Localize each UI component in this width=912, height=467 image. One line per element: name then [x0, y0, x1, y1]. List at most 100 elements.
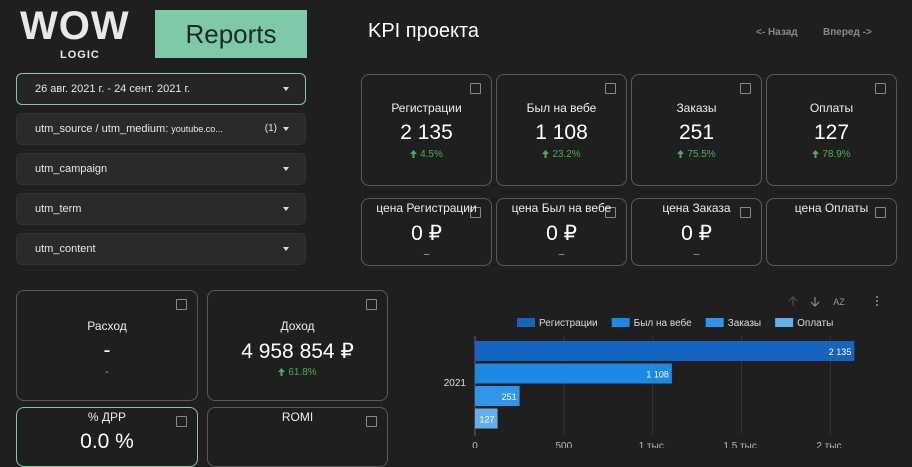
card-value: 0 ₽: [546, 222, 577, 245]
card-change: 78.9%: [767, 149, 896, 160]
change-text: –: [693, 249, 700, 260]
card-icon: [875, 207, 886, 218]
filter-label: utm_source / utm_medium:: [35, 123, 169, 135]
filter-dropdown[interactable]: utm_term: [16, 193, 306, 225]
card-icon: [366, 299, 377, 310]
filter-dropdown[interactable]: utm_source / utm_medium: youtube.co... (1): [16, 113, 306, 145]
filter-dropdown[interactable]: utm_content: [16, 233, 306, 265]
card-icon: [875, 83, 886, 94]
badge: Reports: [155, 10, 307, 58]
card-icon: [605, 83, 616, 94]
bar-value-label: 1 108: [646, 370, 669, 380]
change-text: –: [423, 249, 430, 260]
dropdown-caret: [283, 207, 289, 211]
card-change: -: [17, 367, 197, 378]
sort-up-icon: [788, 296, 798, 306]
kpi-card: Оплаты 127 78.9%: [766, 74, 897, 186]
sort-az-icon: AZ: [833, 297, 845, 307]
page-title: KPI проекта: [368, 20, 480, 42]
card-icon: [740, 207, 751, 218]
card-change: –: [632, 249, 761, 260]
kpi-card: Регистрации 2 135 4.5%: [361, 74, 492, 186]
dashboard: WOW LOGIC Reports KPI проекта <- Назад В…: [16, 4, 897, 467]
change-text: -: [105, 367, 109, 378]
legend-swatch: [611, 318, 630, 327]
kpi-card: цена Оплаты: [766, 198, 897, 266]
card-change: 61.8%: [208, 367, 387, 378]
filter-label: utm_content: [35, 243, 96, 255]
card-change: 4.5%: [362, 149, 491, 160]
legend-swatch: [775, 318, 794, 327]
menu-dot: [876, 296, 878, 298]
dropdown-caret: [283, 87, 289, 91]
card-label: Доход: [280, 319, 315, 333]
card-label: Регистрации: [391, 101, 462, 115]
card-change: 23.2%: [497, 149, 626, 160]
kpi-card: цена Был на вебе 0 ₽ –: [496, 198, 627, 266]
kpi-card: Расход - -: [16, 290, 198, 401]
card-label: цена Заказа: [662, 201, 731, 215]
filter-value: youtube.co...: [171, 124, 223, 134]
x-tick-label: 500: [555, 441, 572, 448]
back-button[interactable]: <- Назад: [756, 27, 798, 38]
legend-label: Заказы: [728, 318, 761, 329]
card-change: –: [362, 249, 491, 260]
legend-label: Оплаты: [797, 318, 833, 329]
card-value: 4 958 854 ₽: [241, 340, 354, 363]
menu-dot: [876, 300, 878, 302]
x-tick-label: 0: [472, 441, 478, 448]
card-change: 75.5%: [632, 149, 761, 160]
y-tick-label: 2021: [444, 378, 467, 389]
card-label: цена Регистрации: [376, 201, 477, 215]
dropdown-caret: [283, 167, 289, 171]
bar: [475, 386, 520, 406]
change-text: 61.8%: [288, 367, 317, 378]
filter-count: (1): [264, 123, 277, 134]
bar: [475, 341, 855, 361]
card-icon: [176, 299, 187, 310]
bar: [475, 408, 498, 429]
card-value: 0 ₽: [411, 222, 442, 245]
card-label: цена Был на вебе: [511, 201, 612, 215]
legend-label: Был на вебе: [634, 317, 692, 329]
bar-value-label: 251: [502, 392, 517, 402]
card-label: Оплаты: [809, 101, 854, 115]
card-label: ROMI: [281, 410, 314, 424]
bar: [475, 363, 672, 384]
card-value: 0.0 %: [80, 430, 134, 453]
card-label: цена Оплаты: [794, 201, 869, 215]
forward-button[interactable]: Вперед ->: [823, 27, 872, 38]
dropdown-caret: [283, 127, 289, 131]
legend-swatch: [517, 318, 535, 327]
card-value: -: [103, 339, 111, 362]
legend-swatch: [705, 318, 724, 327]
filter-dropdown[interactable]: 26 авг. 2021 г. - 24 сент. 2021 г.: [16, 73, 306, 105]
card-value: 127: [813, 121, 850, 144]
dropdown-caret: [283, 247, 289, 251]
card-icon: [605, 207, 616, 218]
kpi-card: Доход 4 958 854 ₽ 61.8%: [207, 290, 388, 401]
filter-label: 26 авг. 2021 г. - 24 сент. 2021 г.: [35, 83, 191, 95]
x-tick-label: 1 тыс.: [639, 441, 667, 448]
x-tick-label: 1,5 тыс.: [723, 441, 759, 448]
bar-value-label: 2 135: [829, 347, 852, 357]
logo-sub: LOGIC: [60, 49, 100, 61]
kpi-card: % ДРР 0.0 %: [16, 407, 198, 467]
logo: WOW: [20, 4, 130, 48]
card-label: Заказы: [676, 101, 717, 115]
card-change: –: [497, 249, 626, 260]
change-text: 4.5%: [420, 149, 443, 160]
bar-value-label: 127: [480, 415, 495, 425]
card-label: % ДРР: [87, 410, 127, 424]
kpi-card: цена Заказа 0 ₽ –: [631, 198, 762, 266]
chart: AZ Регистрации Был на вебе Заказы Оплаты 0 500…: [444, 296, 878, 448]
change-text: 78.9%: [822, 149, 851, 160]
card-icon: [470, 207, 481, 218]
card-label: Был на вебе: [526, 101, 597, 115]
card-icon: [470, 83, 481, 94]
card-value: 0 ₽: [681, 222, 712, 245]
filter-dropdown[interactable]: utm_campaign: [16, 153, 306, 185]
card-icon: [176, 416, 187, 427]
card-value: 2 135: [400, 121, 453, 144]
legend-label: Регистрации: [539, 318, 598, 329]
